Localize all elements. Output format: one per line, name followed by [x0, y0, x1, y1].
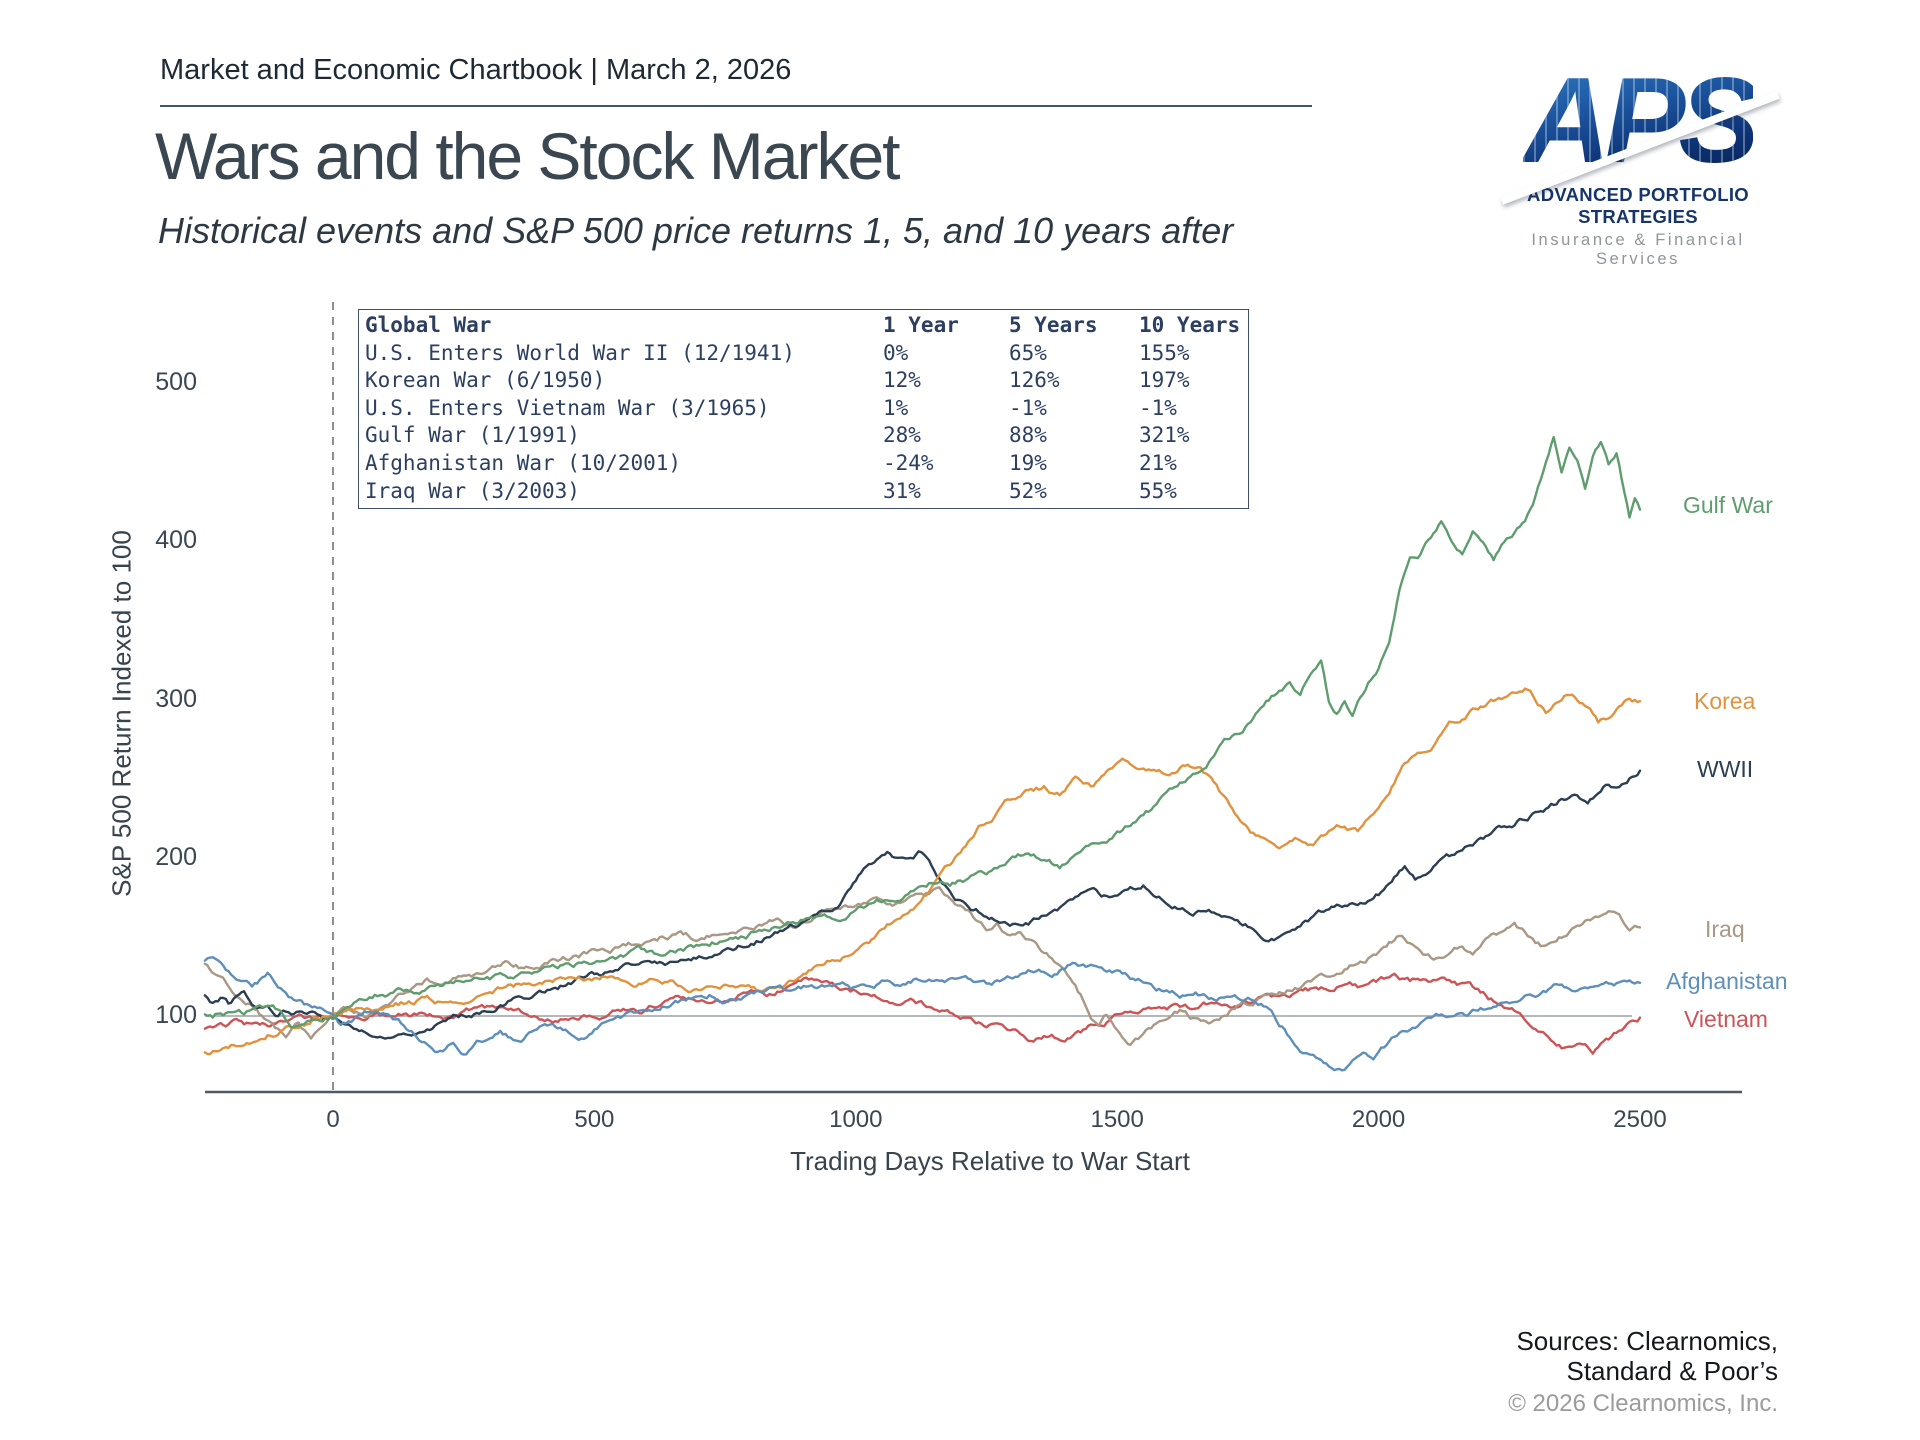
table-cell: U.S. Enters World War II (12/1941) [365, 340, 795, 365]
series-label-iraq: Iraq [1705, 916, 1745, 942]
table-header-cell: 1 Year [883, 313, 959, 337]
series-path-vietnam [203, 972, 1642, 1055]
table-row: U.S. Enters Vietnam War (3/1965) 1% -1% -1% [365, 395, 1248, 423]
table-cell: 19% [1009, 450, 1047, 475]
table-cell: 12% [883, 368, 921, 393]
series-label-gulf-war: Gulf War [1683, 492, 1773, 518]
x-tick-label-1000: 1000 [829, 1106, 883, 1133]
table-cell: Gulf War (1/1991) [365, 423, 580, 448]
table-row: Gulf War (1/1991) 28% 88% 321% [365, 422, 1248, 450]
sources-note: Sources: Clearnomics, Standard & Poor’s [1516, 1326, 1778, 1386]
x-axis-title: Trading Days Relative to War Start [790, 1146, 1190, 1176]
table-cell: 1% [883, 395, 909, 420]
table-cell: Iraq War (3/2003) [365, 478, 580, 503]
aps-logo-company-name: ADVANCED PORTFOLIO STRATEGIES [1527, 184, 1749, 228]
series-path-korea [203, 687, 1642, 1056]
x-tick-label-2000: 2000 [1351, 1106, 1406, 1133]
x-tick-label-0: 0 [326, 1106, 340, 1133]
copyright-note: © 2026 Clearnomics, Inc. [1508, 1390, 1778, 1417]
table-cell: 65% [1009, 340, 1047, 365]
table-cell: -1% [1009, 395, 1047, 420]
table-row: Afghanistan War (10/2001) -24% 19% 21% [365, 450, 1248, 478]
sources-line-2: Standard & Poor’s [1566, 1356, 1778, 1386]
aps-logo: APS ADVANCED PORTFOLIO STRATEGIES Insura… [1488, 56, 1788, 269]
y-tick-label-300: 300 [155, 684, 197, 713]
table-header-cell: Global War [365, 313, 492, 337]
table-cell: -1% [1139, 395, 1177, 420]
table-header-cell: 5 Years [1009, 313, 1098, 337]
x-tick-label-2500: 2500 [1613, 1106, 1667, 1133]
table-cell: 21% [1139, 450, 1177, 475]
series-label-afghanistan: Afghanistan [1666, 968, 1788, 994]
war-returns-table: Global War 1 Year 5 Years 10 Years U.S. Ente… [358, 309, 1249, 509]
table-row: Iraq War (3/2003) 31% 52% 55% [365, 478, 1248, 506]
table-cell: 321% [1139, 423, 1190, 448]
table-cell: 28% [883, 423, 921, 448]
header-divider [160, 105, 1312, 107]
series-path-wwii [203, 769, 1642, 1040]
sources-line-1: Sources: Clearnomics, [1516, 1326, 1778, 1356]
series-path-iraq [203, 886, 1642, 1047]
table-header-row: Global War 1 Year 5 Years 10 Years [365, 312, 1248, 340]
series-label-korea: Korea [1694, 688, 1756, 714]
page-subtitle: Historical events and S&P 500 price retu… [158, 210, 1234, 251]
table-cell: Afghanistan War (10/2001) [365, 450, 682, 475]
table-cell: 197% [1139, 368, 1190, 393]
y-tick-label-400: 400 [155, 526, 197, 555]
table-cell: Korean War (6/1950) [365, 368, 606, 393]
series-path-gulf-war [203, 435, 1642, 1029]
y-axis-title: S&P 500 Return Indexed to 100 [106, 530, 137, 897]
table-cell: 0% [883, 340, 909, 365]
y-tick-label-200: 200 [155, 842, 197, 871]
y-tick-label-100: 100 [155, 1001, 197, 1029]
table-header-cell: 10 Years [1139, 313, 1241, 337]
x-tick-label-1500: 1500 [1090, 1106, 1144, 1133]
table-cell: 88% [1009, 423, 1047, 448]
table-row: U.S. Enters World War II (12/1941) 0% 65% 1… [365, 340, 1248, 368]
x-tick-label-500: 500 [574, 1106, 615, 1133]
table-cell: U.S. Enters Vietnam War (3/1965) [365, 395, 770, 420]
chartbook-kicker: Market and Economic Chartbook | March 2,… [160, 54, 792, 86]
table-cell: 55% [1139, 478, 1177, 503]
aps-logo-tagline: Insurance & Financial Services [1531, 231, 1745, 269]
table-cell: -24% [883, 450, 934, 475]
table-cell: 126% [1009, 368, 1060, 393]
series-label-vietnam: Vietnam [1684, 1006, 1768, 1032]
table-cell: 155% [1139, 340, 1190, 365]
table-cell: 31% [883, 478, 921, 503]
series-path-afghanistan [203, 956, 1642, 1072]
y-tick-label-500: 500 [155, 368, 197, 396]
table-cell: 52% [1009, 478, 1047, 503]
series-label-wwii: WWII [1697, 756, 1754, 782]
page-title: Wars and the Stock Market [155, 119, 901, 193]
table-row: Korean War (6/1950) 12% 126% 197% [365, 367, 1248, 395]
